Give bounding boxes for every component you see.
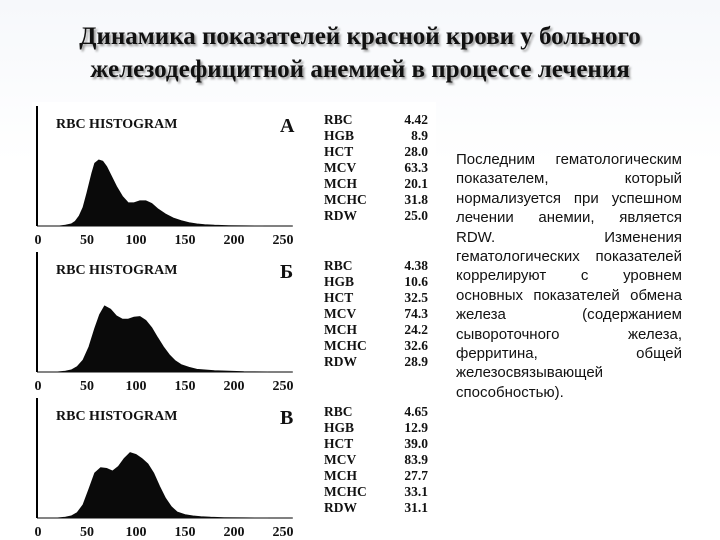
x-tick-label: 200 xyxy=(224,379,245,394)
param-name: HGB xyxy=(324,128,354,143)
param-name: MCV xyxy=(324,452,356,467)
param-name: MCHC xyxy=(324,484,367,499)
param-name: RBC xyxy=(324,112,353,127)
param-value: 83.9 xyxy=(404,452,428,467)
histogram-panel-b: RBC HISTOGRAM Б 0 50 100 150 200 250 RBC 4.38 HGB 1… xyxy=(32,248,436,394)
histogram-title: RBC HISTOGRAM xyxy=(56,263,177,278)
param-name: RDW xyxy=(324,208,357,223)
x-tick-label: 250 xyxy=(273,525,294,540)
x-tick-label: 250 xyxy=(273,233,294,248)
param-value: 10.6 xyxy=(404,274,428,289)
param-value: 20.1 xyxy=(404,176,428,191)
param-value: 63.3 xyxy=(404,160,428,175)
slide-title-line-1: Динамика показателей красной крови у бол… xyxy=(79,23,641,50)
histogram-panel-c: RBC HISTOGRAM В 0 50 100 150 200 250 RBC 4.65 HGB 1… xyxy=(32,394,436,540)
param-value: 31.1 xyxy=(404,500,428,515)
param-value: 74.3 xyxy=(404,306,428,321)
histogram-chart-a: RBC HISTOGRAM А 0 50 100 150 200 250 RBC 4.42 HGB 8… xyxy=(35,106,428,248)
param-value: 4.38 xyxy=(404,258,428,273)
param-name: MCH xyxy=(324,322,357,337)
x-tick-label: 200 xyxy=(224,525,245,540)
param-value: 12.9 xyxy=(404,420,428,435)
x-tick-label: 150 xyxy=(175,233,196,248)
panel-letter: Б xyxy=(280,261,293,283)
x-tick-label: 50 xyxy=(80,379,94,394)
x-tick-label: 0 xyxy=(35,525,42,540)
explanation-paragraph: Последним гематологическим показателем, … xyxy=(456,151,682,401)
histogram-area xyxy=(38,452,269,519)
param-value: 32.6 xyxy=(404,338,428,353)
x-tick-label: 0 xyxy=(35,379,42,394)
param-name: MCHC xyxy=(324,338,367,353)
param-name: RDW xyxy=(324,354,357,369)
x-tick-label: 200 xyxy=(224,233,245,248)
histogram-area xyxy=(38,159,264,227)
explanation-text: Последним гематологическим показателем, … xyxy=(456,150,682,402)
histogram-panel-a: RBC HISTOGRAM А 0 50 100 150 200 250 RBC 4.42 HGB 8… xyxy=(32,102,436,248)
x-tick-label: 50 xyxy=(80,233,94,248)
param-name: HCT xyxy=(324,144,353,159)
x-tick-label: 100 xyxy=(126,233,147,248)
x-tick-label: 0 xyxy=(35,233,42,248)
param-name: RBC xyxy=(324,404,353,419)
param-value: 31.8 xyxy=(404,192,428,207)
x-tick-label: 150 xyxy=(175,379,196,394)
param-name: HGB xyxy=(324,274,354,289)
x-tick-label: 150 xyxy=(175,525,196,540)
param-name: MCHC xyxy=(324,192,367,207)
param-value: 4.65 xyxy=(404,404,428,419)
param-value: 32.5 xyxy=(404,290,428,305)
x-tick-label: 100 xyxy=(126,525,147,540)
param-value: 28.0 xyxy=(404,144,428,159)
panel-letter: В xyxy=(280,407,293,429)
histogram-title: RBC HISTOGRAM xyxy=(56,409,177,424)
x-tick-label: 100 xyxy=(126,379,147,394)
param-name: MCV xyxy=(324,160,356,175)
x-tick-label: 50 xyxy=(80,525,94,540)
param-value: 27.7 xyxy=(404,468,428,483)
param-name: MCH xyxy=(324,176,357,191)
param-name: HCT xyxy=(324,290,353,305)
histogram-chart-c: RBC HISTOGRAM В 0 50 100 150 200 250 RBC 4.65 HGB 1… xyxy=(35,398,428,540)
panel-letter: А xyxy=(280,115,295,137)
param-value: 8.9 xyxy=(411,128,428,143)
histogram-area xyxy=(38,305,269,373)
param-name: RDW xyxy=(324,500,357,515)
param-value: 24.2 xyxy=(404,322,428,337)
param-name: HCT xyxy=(324,436,353,451)
x-tick-label: 250 xyxy=(273,379,294,394)
param-value: 25.0 xyxy=(404,208,428,223)
param-value: 28.9 xyxy=(404,354,428,369)
param-value: 4.42 xyxy=(404,112,428,127)
histogram-chart-b: RBC HISTOGRAM Б 0 50 100 150 200 250 RBC 4.38 HGB 1… xyxy=(35,252,428,394)
param-name: MCV xyxy=(324,306,356,321)
param-value: 33.1 xyxy=(404,484,428,499)
param-name: MCH xyxy=(324,468,357,483)
param-value: 39.0 xyxy=(404,436,428,451)
slide-title-line-2: железодефицитной анемией в процессе лече… xyxy=(90,56,630,83)
param-name: RBC xyxy=(324,258,353,273)
param-name: HGB xyxy=(324,420,354,435)
histogram-title: RBC HISTOGRAM xyxy=(56,117,177,132)
slide-title: Динамика показателей красной крови у бол… xyxy=(0,20,720,86)
